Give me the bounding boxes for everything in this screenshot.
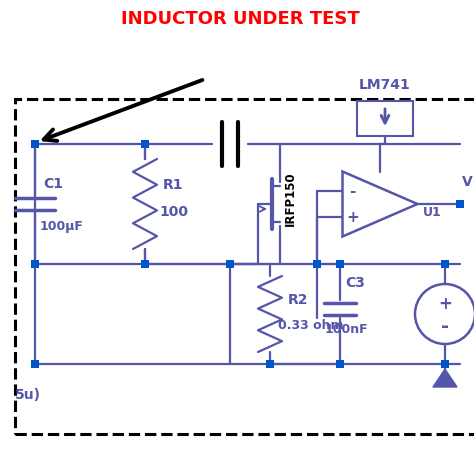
Text: 100μF: 100μF — [40, 219, 84, 233]
Text: INDUCTOR UNDER TEST: INDUCTOR UNDER TEST — [120, 10, 359, 28]
Text: -: - — [349, 183, 356, 199]
Text: R2: R2 — [288, 293, 309, 307]
Bar — [357, 101, 413, 136]
Bar — [15, 99, 474, 434]
Text: +: + — [438, 295, 452, 313]
Text: 0.33 ohm: 0.33 ohm — [278, 319, 344, 332]
Text: 100: 100 — [159, 205, 188, 219]
Text: U1: U1 — [422, 206, 441, 219]
Text: C1: C1 — [43, 177, 63, 191]
Polygon shape — [433, 369, 457, 387]
Text: V: V — [462, 175, 473, 189]
Text: IRFP150: IRFP150 — [283, 172, 297, 226]
Text: +: + — [346, 210, 359, 225]
Text: C3: C3 — [345, 276, 365, 290]
Text: -: - — [441, 317, 449, 336]
Text: R1: R1 — [163, 178, 183, 192]
Text: LM741: LM741 — [359, 78, 411, 92]
Text: 100nF: 100nF — [325, 323, 369, 336]
Text: 5u): 5u) — [15, 388, 41, 402]
